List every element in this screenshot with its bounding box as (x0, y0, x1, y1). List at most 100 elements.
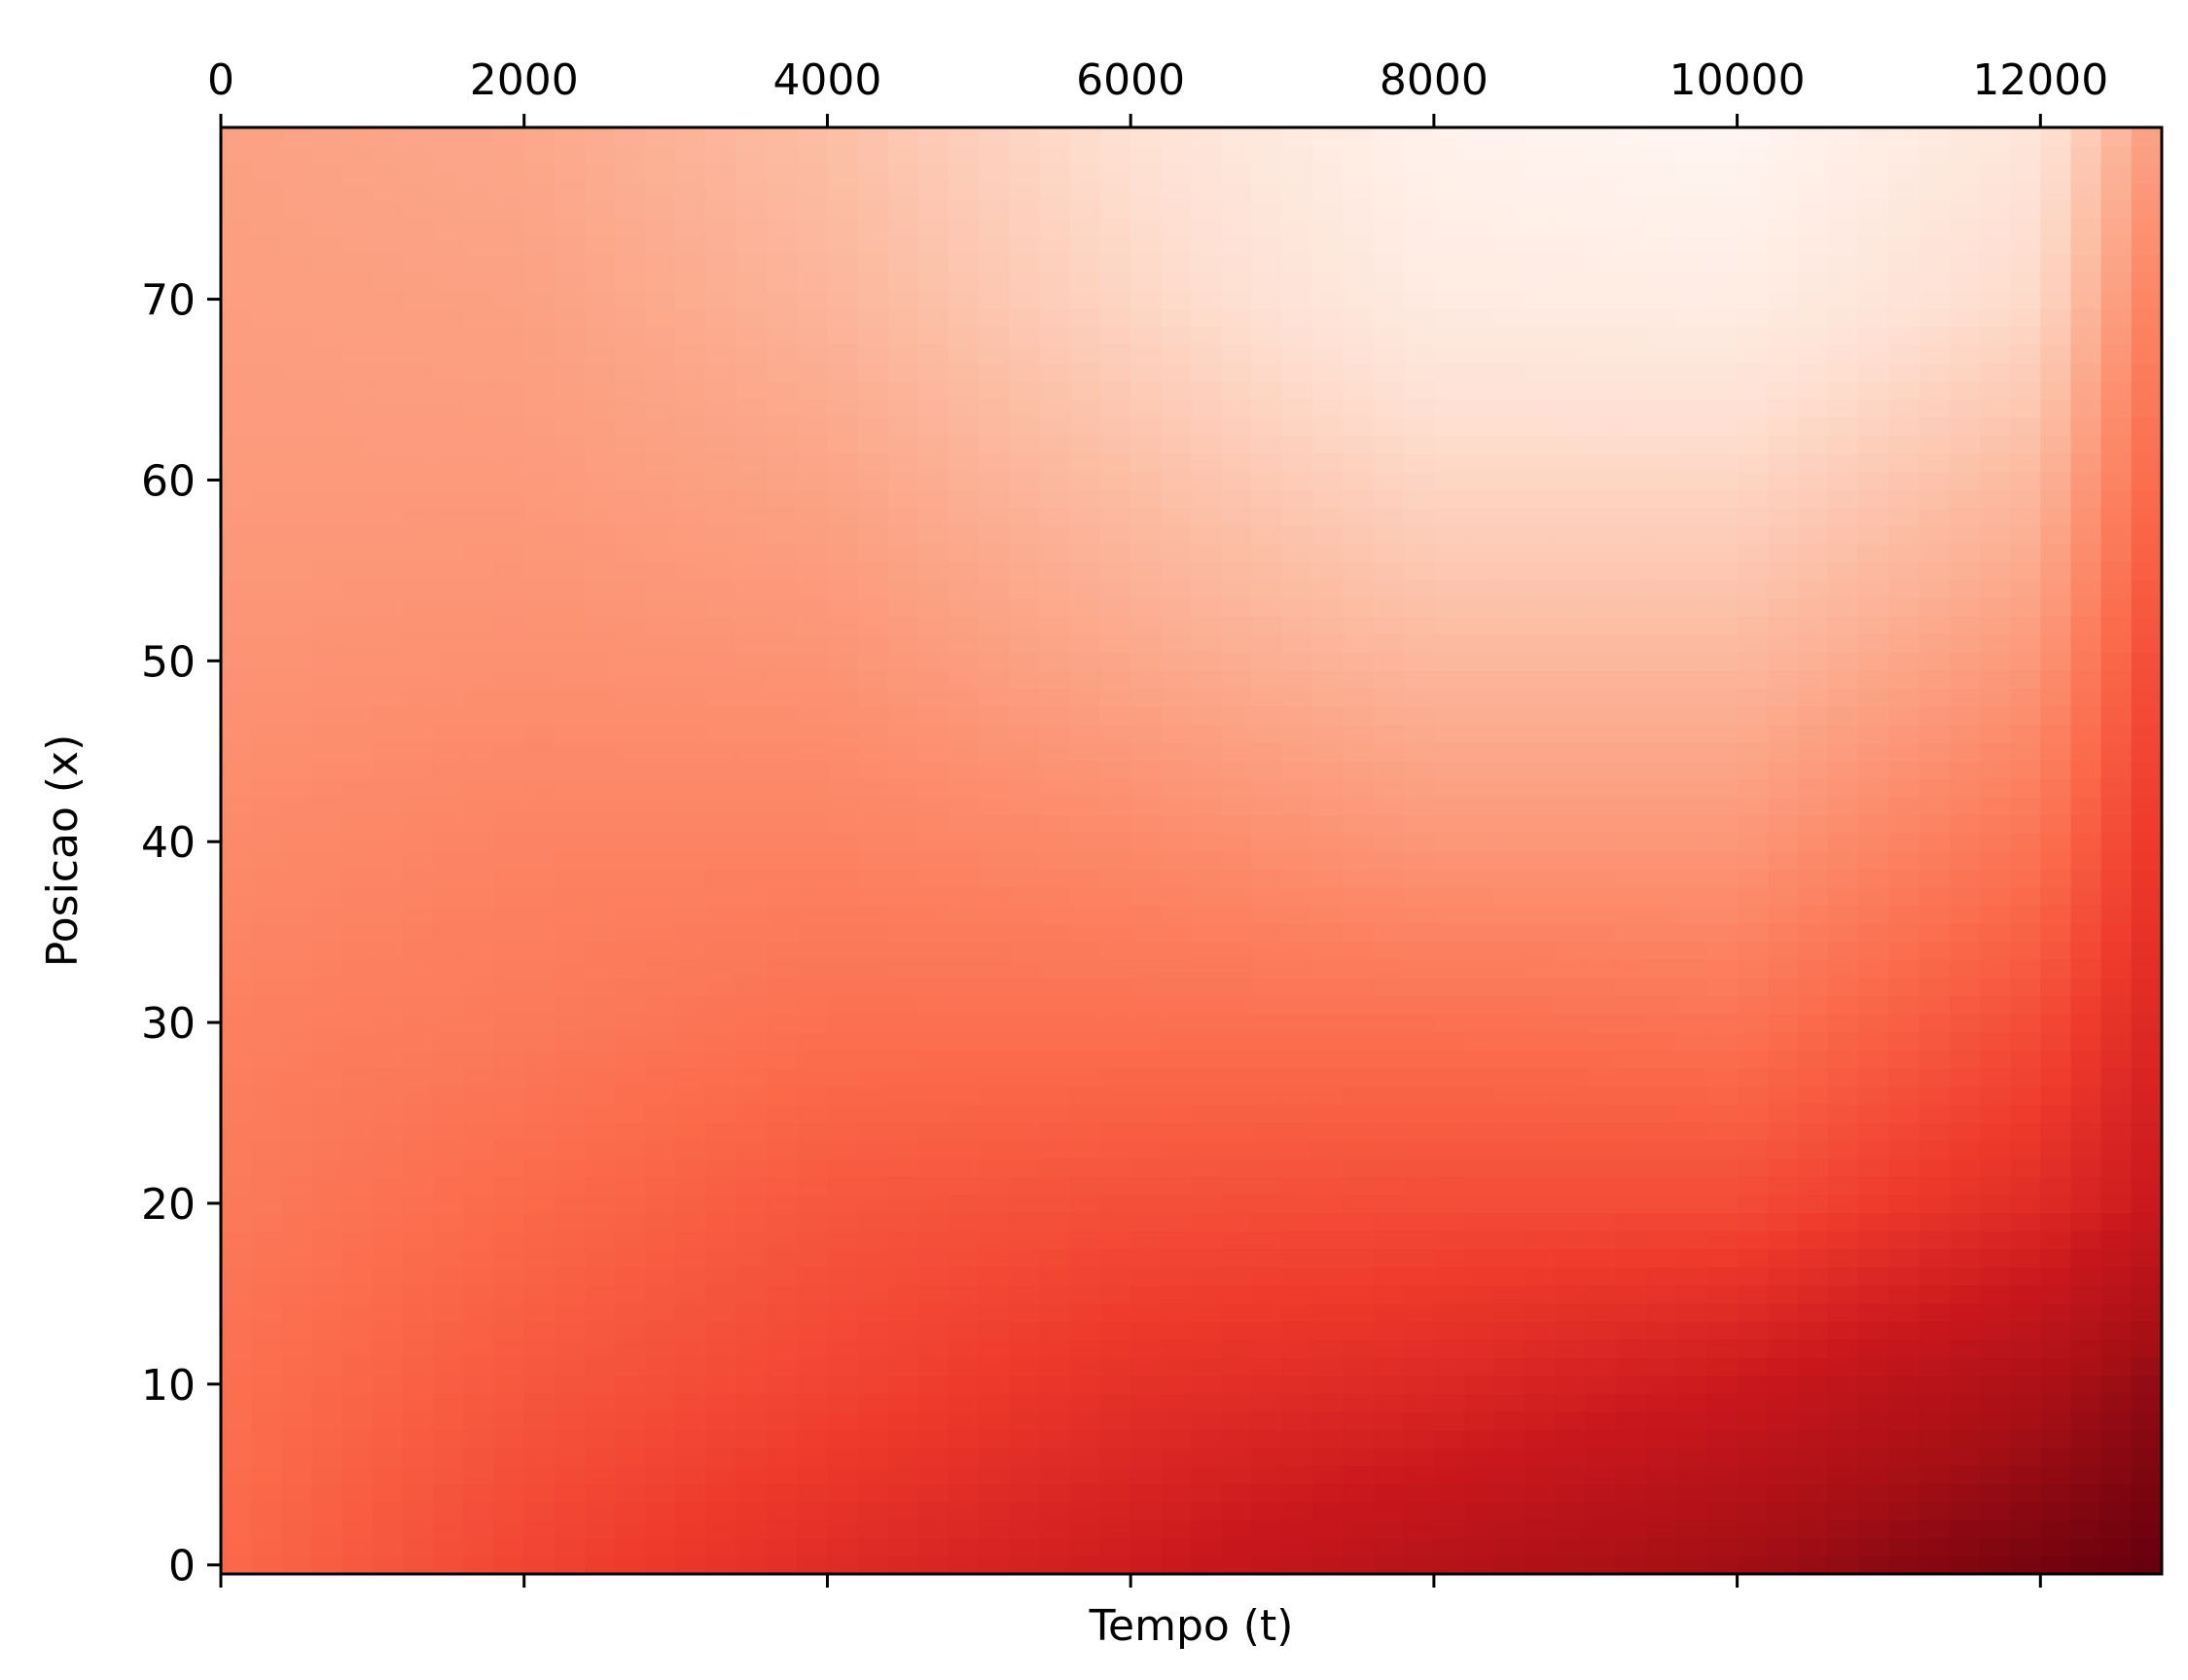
heatmap-cell (615, 1049, 647, 1069)
heatmap-cell (221, 959, 252, 979)
heatmap-cell (675, 832, 707, 852)
heatmap-cell (463, 507, 495, 526)
heatmap-cell (1949, 1465, 1981, 1484)
heatmap-cell (1979, 416, 2011, 436)
heatmap-cell (1464, 1356, 1496, 1376)
heatmap-cell (372, 688, 404, 707)
heatmap-cell (1433, 760, 1465, 779)
heatmap-cell (767, 326, 799, 345)
heatmap-cell (341, 326, 374, 345)
heatmap-cell (615, 1447, 647, 1467)
heatmap-cell (1858, 380, 1890, 400)
heatmap-cell (2070, 1375, 2102, 1394)
heatmap-cell (979, 941, 1011, 960)
heatmap-cell (827, 1483, 859, 1503)
heatmap-cell (1039, 307, 1071, 328)
heatmap-cell (2010, 760, 2042, 779)
heatmap-cell (1130, 705, 1163, 726)
heatmap-cell (2040, 488, 2072, 509)
heatmap-cell (585, 561, 617, 581)
heatmap-cell (1979, 1411, 2011, 1431)
heatmap-cell (585, 1501, 617, 1521)
heatmap-cell (341, 1555, 374, 1575)
heatmap-cell (1373, 362, 1405, 382)
heatmap-cell (1555, 434, 1587, 454)
heatmap-cell (1464, 778, 1496, 798)
heatmap-cell (979, 1393, 1011, 1412)
heatmap-cell (1949, 597, 1981, 617)
heatmap-cell (1706, 705, 1739, 726)
heatmap-cell (1828, 941, 1860, 960)
heatmap-cell (1646, 1501, 1678, 1521)
heatmap-cell (1343, 922, 1375, 943)
heatmap-cell (1524, 344, 1557, 364)
heatmap-cell (645, 1013, 677, 1033)
heatmap-cell (887, 1429, 919, 1448)
heatmap-cell (1403, 199, 1435, 219)
heatmap-cell (554, 1393, 586, 1412)
heatmap-cell (1919, 1103, 1951, 1124)
heatmap-cell (1373, 1212, 1405, 1232)
heatmap-cell (1524, 1465, 1557, 1484)
heatmap-cell (1251, 995, 1283, 1015)
heatmap-cell (917, 1519, 950, 1539)
heatmap-cell (1161, 995, 1193, 1015)
heatmap-cell (2040, 597, 2072, 617)
heatmap-cell (463, 977, 495, 996)
heatmap-cell (1373, 688, 1405, 707)
heatmap-cell (1767, 741, 1799, 762)
heatmap-cell (1646, 760, 1678, 779)
heatmap-cell (1524, 507, 1557, 526)
heatmap-cell (979, 488, 1011, 509)
heatmap-cell (221, 579, 252, 599)
heatmap-cell (281, 163, 313, 183)
heatmap-cell (1039, 1429, 1071, 1448)
heatmap-cell (311, 778, 343, 798)
heatmap-cell (221, 615, 252, 635)
heatmap-cell (1130, 1501, 1163, 1521)
heatmap-cell (1676, 1537, 1708, 1557)
heatmap-cell (1009, 1284, 1041, 1304)
heatmap-cell (1191, 163, 1223, 183)
heatmap-cell (1737, 1447, 1769, 1467)
heatmap-cell (1828, 850, 1860, 870)
heatmap-cell (1494, 543, 1526, 562)
heatmap-cell (857, 941, 889, 960)
heatmap-cell (1615, 1139, 1647, 1160)
heatmap-cell (221, 1555, 252, 1575)
heatmap-cell (1858, 1375, 1890, 1394)
heatmap-cell (615, 778, 647, 798)
heatmap-cell (917, 905, 950, 924)
heatmap-cell (2131, 254, 2163, 273)
heatmap-cell (2010, 1465, 2042, 1484)
heatmap-cell (1767, 886, 1799, 907)
heatmap-cell (2070, 181, 2102, 201)
heatmap-cell (735, 434, 768, 454)
heatmap-cell (311, 434, 343, 454)
heatmap-cell (887, 995, 919, 1015)
heatmap-cell (1767, 1086, 1799, 1105)
heatmap-cell (1828, 1537, 1860, 1557)
heatmap-cell (675, 1447, 707, 1467)
heatmap-cell (767, 507, 799, 526)
heatmap-cell (311, 1212, 343, 1232)
heatmap-cell (1161, 307, 1193, 328)
heatmap-cell (1828, 1339, 1860, 1358)
heatmap-cell (1251, 869, 1283, 888)
heatmap-cell (857, 1049, 889, 1069)
heatmap-cell (1979, 1194, 2011, 1214)
heatmap-cell (1494, 416, 1526, 436)
heatmap-cell (2100, 1139, 2133, 1160)
heatmap-cell (2010, 995, 2042, 1015)
heatmap-cell (1494, 741, 1526, 762)
heatmap-cell (949, 597, 981, 617)
heatmap-cell (2040, 1339, 2072, 1358)
heatmap-cell (979, 832, 1011, 852)
heatmap-cell (403, 543, 434, 562)
heatmap-cell (857, 977, 889, 996)
heatmap-cell (1524, 1519, 1557, 1539)
heatmap-cell (1009, 1537, 1041, 1557)
heatmap-cell (827, 724, 859, 743)
heatmap-cell (767, 416, 799, 436)
heatmap-cell (463, 796, 495, 816)
